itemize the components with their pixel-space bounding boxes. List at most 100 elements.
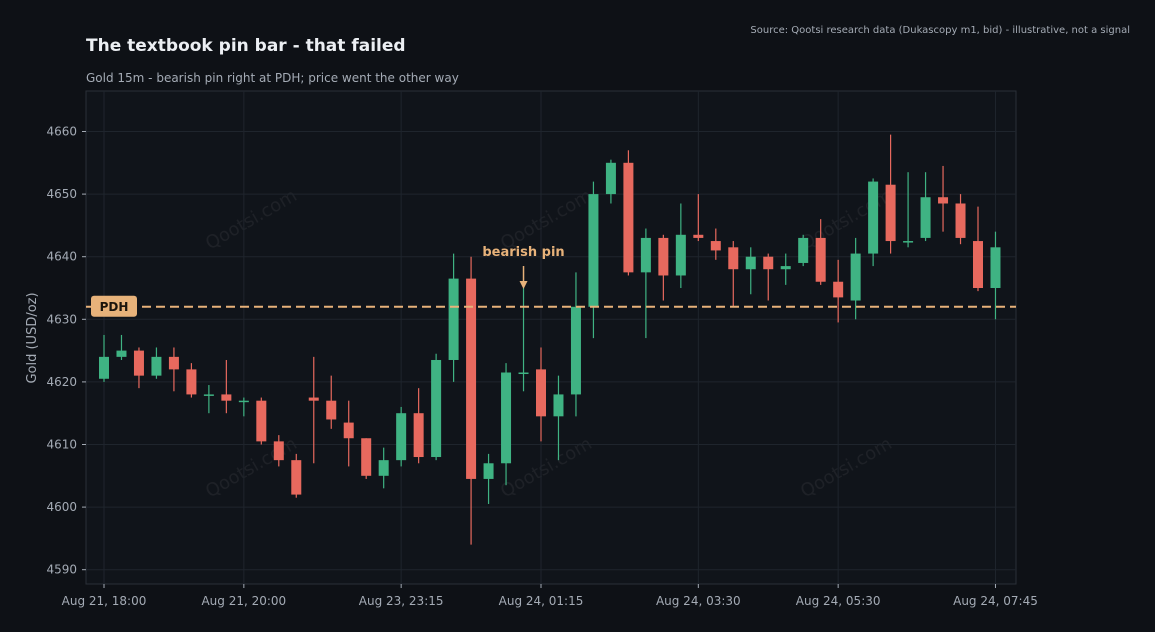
- candle-body: [850, 253, 861, 301]
- candle: [815, 219, 826, 285]
- x-tick-label: Aug 21, 18:00: [62, 594, 147, 608]
- candle: [221, 359, 232, 414]
- candle-body: [518, 372, 529, 375]
- pdh-group: PDH: [86, 295, 1016, 317]
- candle: [536, 347, 546, 442]
- candle-body: [990, 247, 1001, 288]
- candle: [168, 347, 179, 392]
- candle-body: [920, 197, 931, 238]
- candle-body: [168, 356, 179, 370]
- candle: [710, 228, 721, 260]
- candle: [640, 228, 651, 339]
- candle: [203, 385, 214, 414]
- candle: [763, 253, 774, 301]
- candle: [256, 397, 267, 445]
- candle-body: [238, 400, 249, 403]
- annotation-group: bearish pin: [482, 245, 565, 289]
- candle-body: [536, 369, 546, 417]
- candle: [431, 353, 442, 461]
- y-axis-label: Gold (USD/oz): [25, 292, 40, 383]
- candle: [396, 406, 407, 467]
- candle: [343, 400, 354, 467]
- annotation-text: bearish pin: [482, 245, 564, 260]
- y-tick-label: 4630: [46, 312, 77, 326]
- candle: [588, 181, 599, 339]
- candle: [186, 363, 197, 398]
- candle-body: [973, 241, 983, 288]
- pdh-label: PDH: [100, 300, 129, 314]
- annotation-arrow-head: [519, 281, 528, 289]
- candle-body: [623, 162, 634, 273]
- candle: [658, 234, 669, 301]
- candle: [308, 356, 319, 464]
- candle-body: [466, 278, 477, 479]
- candle: [693, 194, 704, 242]
- y-tick-label: 4650: [46, 187, 77, 201]
- candle: [990, 231, 1001, 320]
- candle: [326, 375, 337, 429]
- candle-body: [186, 369, 197, 395]
- x-tick-label: Aug 24, 01:15: [499, 594, 584, 608]
- candle-body: [483, 463, 494, 479]
- y-tick-label: 4640: [46, 250, 77, 264]
- candle: [133, 347, 144, 389]
- candle: [850, 237, 861, 320]
- candle: [745, 247, 756, 295]
- candle-body: [361, 438, 372, 476]
- pdh-badge: [91, 295, 137, 317]
- candle-body: [693, 234, 704, 238]
- candle-body: [116, 350, 127, 357]
- candle-body: [955, 203, 966, 238]
- candle: [903, 172, 914, 248]
- candle-body: [658, 237, 669, 276]
- candle: [675, 203, 686, 288]
- candle-body: [326, 400, 337, 420]
- candle: [378, 447, 389, 489]
- candle-body: [640, 237, 651, 273]
- y-tick-label: 4600: [46, 500, 77, 514]
- candle: [361, 438, 372, 479]
- candle: [623, 150, 634, 276]
- candle: [885, 134, 896, 254]
- candle-body: [868, 181, 879, 254]
- candle-body: [221, 394, 232, 401]
- chart-title: The textbook pin bar - that failed: [86, 36, 406, 56]
- candle-body: [763, 256, 774, 270]
- candle: [291, 453, 302, 498]
- candle-body: [885, 184, 896, 242]
- candle: [413, 388, 424, 464]
- candle: [448, 253, 459, 382]
- candle: [116, 334, 127, 360]
- grid-lines: [86, 91, 1016, 584]
- candle: [99, 334, 109, 382]
- candle-body: [675, 234, 686, 276]
- candle: [920, 172, 931, 242]
- candle: [798, 234, 809, 267]
- candle-body: [431, 359, 442, 458]
- candle-body: [780, 266, 791, 270]
- plot-area: [85, 90, 1017, 585]
- candle-body: [99, 356, 109, 379]
- x-tick-label: Aug 24, 05:30: [796, 594, 881, 608]
- x-tick-label: Aug 21, 20:00: [201, 594, 286, 608]
- candle-body: [745, 256, 756, 270]
- y-tick-label: 4610: [46, 438, 77, 452]
- axes-group: 4590 4600 4610 4620 4630 4640 4650 4660 Aug 21, …: [46, 125, 1037, 609]
- candle-body: [413, 413, 424, 458]
- candle-body: [378, 460, 389, 476]
- candle: [273, 435, 284, 467]
- y-tick-label: 4620: [46, 375, 77, 389]
- candle: [238, 397, 249, 417]
- candle: [780, 253, 791, 285]
- candle-body: [903, 241, 914, 243]
- candle-body: [151, 356, 162, 376]
- candle: [518, 288, 529, 392]
- candles-group: [99, 134, 1001, 545]
- candle: [973, 206, 983, 292]
- candle-body: [570, 306, 581, 395]
- x-tick-label: Aug 24, 03:30: [656, 594, 741, 608]
- candle: [868, 178, 879, 267]
- candle-body: [798, 237, 809, 263]
- candle: [553, 375, 564, 461]
